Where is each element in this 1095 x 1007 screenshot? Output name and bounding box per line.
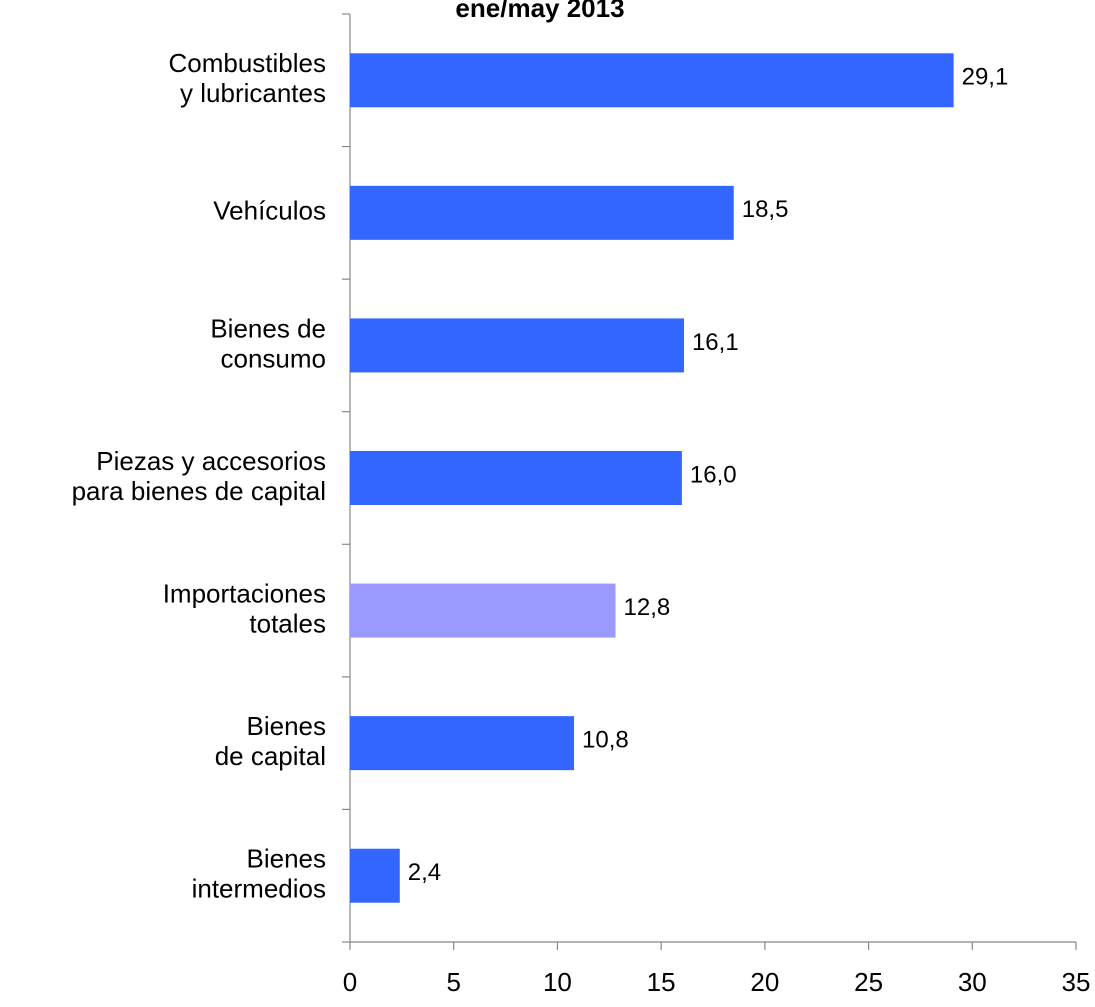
y-tick-label: Bienes de [210,313,326,343]
value-label: 10,8 [582,726,629,753]
x-tick-label: 20 [750,967,779,997]
y-tick-label: Bienes [247,711,327,741]
y-tick-label: Piezas y accesorios [96,446,326,476]
x-tick-label: 5 [446,967,460,997]
x-tick-label: 15 [647,967,676,997]
x-tick-label: 35 [1062,967,1091,997]
value-label: 16,1 [692,329,739,356]
y-tick-label: Combustibles [168,48,326,78]
bar [350,848,400,903]
bar [350,53,954,108]
y-tick-label: para bienes de capital [72,476,326,506]
y-tick-label: consumo [221,343,327,373]
bar [350,318,684,373]
y-tick-label: totales [249,608,326,638]
value-label: 16,0 [690,461,737,488]
bar [350,185,734,240]
bar [350,716,575,771]
y-tick-label: Bienes [247,844,327,874]
x-tick-label: 0 [343,967,357,997]
chart-title: ene/may 2013 [455,0,624,23]
value-label: 12,8 [624,594,671,621]
y-tick-label: Vehículos [213,196,326,226]
bar [350,583,616,638]
value-label: 2,4 [408,859,441,886]
y-tick-label: Importaciones [163,578,326,608]
x-tick-label: 25 [854,967,883,997]
x-tick-label: 30 [958,967,987,997]
y-tick-label: intermedios [192,874,326,904]
y-tick-label: y lubricantes [180,78,326,108]
y-tick-label: de capital [215,741,326,771]
value-label: 18,5 [742,196,789,223]
value-label: 29,1 [962,64,1009,91]
bar [350,451,682,505]
x-tick-label: 10 [543,967,572,997]
